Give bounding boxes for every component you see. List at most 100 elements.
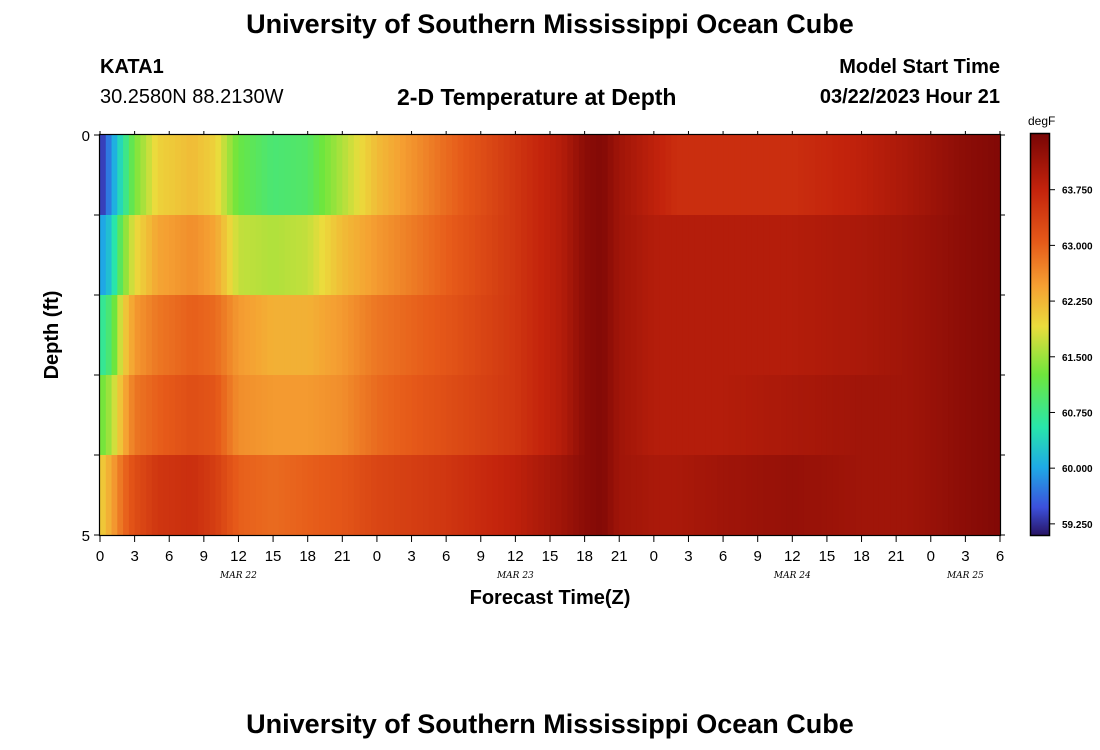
- heatmap-cell: [163, 375, 170, 456]
- heatmap-cell: [665, 215, 672, 296]
- heatmap-cell: [151, 375, 159, 456]
- heatmap-cell: [653, 215, 661, 296]
- heatmap-cell: [550, 215, 557, 296]
- heatmap-cell: [826, 215, 834, 296]
- heatmap-cell: [440, 135, 447, 216]
- heatmap-cell: [301, 135, 309, 216]
- heatmap-cell: [134, 135, 141, 216]
- x-tick-label: 12: [230, 548, 247, 565]
- heatmap-cell: [636, 135, 643, 216]
- heatmap-cell: [815, 215, 822, 296]
- heatmap-cell: [411, 215, 418, 296]
- heatmap-cell: [838, 455, 845, 536]
- heatmap-cell: [532, 135, 540, 216]
- colorbar-tick-label: 63.000: [1062, 241, 1093, 252]
- heatmap-cell: [267, 295, 274, 376]
- heatmap-cell: [786, 375, 793, 456]
- heatmap-cell: [492, 215, 499, 296]
- heatmap-cell: [521, 215, 528, 296]
- heatmap-cell: [186, 215, 193, 296]
- heatmap-cell: [480, 455, 488, 536]
- heatmap-cell: [653, 455, 661, 536]
- heatmap-cell: [284, 135, 291, 216]
- heatmap-cell: [775, 375, 782, 456]
- heatmap-cell: [486, 135, 493, 216]
- heatmap-cell: [221, 295, 228, 376]
- heatmap-cell: [775, 135, 782, 216]
- heatmap-cell: [694, 375, 701, 456]
- heatmap-cell: [815, 455, 822, 536]
- heatmap-cell: [388, 135, 395, 216]
- heatmap-cell: [971, 295, 978, 376]
- heatmap-cell: [100, 215, 107, 296]
- heatmap-cell: [665, 295, 672, 376]
- heatmap-cell: [463, 455, 470, 536]
- heatmap-cell: [157, 135, 165, 216]
- heatmap-cell: [192, 215, 199, 296]
- heatmap-cell: [492, 135, 499, 216]
- heatmap-cell: [821, 455, 828, 536]
- model-start-label: Model Start Time: [839, 56, 1000, 78]
- heatmap-cell: [884, 135, 891, 216]
- heatmap-cell: [440, 295, 447, 376]
- heatmap-cell: [521, 295, 528, 376]
- heatmap-cell: [307, 295, 315, 376]
- heatmap-cell: [861, 295, 868, 376]
- heatmap-cell: [803, 295, 811, 376]
- heatmap-cell: [336, 455, 343, 536]
- heatmap-cell: [925, 375, 932, 456]
- heatmap-cell: [515, 375, 522, 456]
- x-axis: 0 3 6 9 12 15 18 21 0 3 6 9 12 15 18 21 0 3 6 9 12 15 18 21 0 3 6 M…: [96, 131, 1004, 581]
- page-title: University of Southern Mississippi Ocean…: [246, 9, 854, 39]
- heatmap-cell: [140, 215, 147, 296]
- heatmap-cell: [861, 375, 868, 456]
- heatmap-cell: [486, 375, 493, 456]
- heatmap-cell: [723, 455, 730, 536]
- heatmap-cell: [313, 135, 320, 216]
- heatmap-cell: [175, 215, 182, 296]
- heatmap-cell: [728, 455, 736, 536]
- heatmap-cell: [371, 295, 378, 376]
- heatmap-cell: [175, 375, 182, 456]
- heatmap-cell: [134, 215, 141, 296]
- heatmap-cell: [584, 375, 591, 456]
- heatmap-cell: [342, 455, 349, 536]
- heatmap-cell: [607, 135, 615, 216]
- heatmap-cell: [521, 375, 528, 456]
- heatmap-cell: [284, 215, 291, 296]
- heatmap-cell: [884, 215, 891, 296]
- heatmap-cell: [573, 295, 580, 376]
- heatmap-cell: [376, 295, 384, 376]
- heatmap-cell: [717, 215, 724, 296]
- heatmap-cell: [884, 375, 891, 456]
- heatmap-cell: [913, 135, 920, 216]
- heatmap-cell: [757, 135, 765, 216]
- heatmap-cell: [428, 215, 436, 296]
- heatmap-cell: [365, 375, 372, 456]
- heatmap-cell: [475, 375, 482, 456]
- heatmap-cell: [705, 375, 713, 456]
- heatmap-cell: [151, 455, 159, 536]
- heatmap-cell: [671, 215, 678, 296]
- heatmap-cell: [134, 295, 141, 376]
- heatmap-cell: [232, 455, 240, 536]
- heatmap-cell: [400, 215, 407, 296]
- heatmap-cell: [803, 135, 811, 216]
- heatmap-cell: [728, 375, 736, 456]
- x-tick-label: 21: [888, 548, 905, 565]
- heatmap-cell: [325, 135, 332, 216]
- heatmap-cell: [826, 375, 834, 456]
- heatmap-cell: [901, 295, 909, 376]
- heatmap-cell: [284, 295, 291, 376]
- heatmap-cell: [492, 375, 499, 456]
- heatmap-cell: [596, 295, 603, 376]
- heatmap-cell: [896, 455, 903, 536]
- heatmap-cell: [671, 295, 678, 376]
- heatmap-cell: [867, 455, 874, 536]
- heatmap-cell: [221, 135, 228, 216]
- heatmap-cell: [959, 215, 966, 296]
- heatmap-cell: [521, 455, 528, 536]
- heatmap-cell: [296, 455, 303, 536]
- heatmap-cell: [728, 135, 736, 216]
